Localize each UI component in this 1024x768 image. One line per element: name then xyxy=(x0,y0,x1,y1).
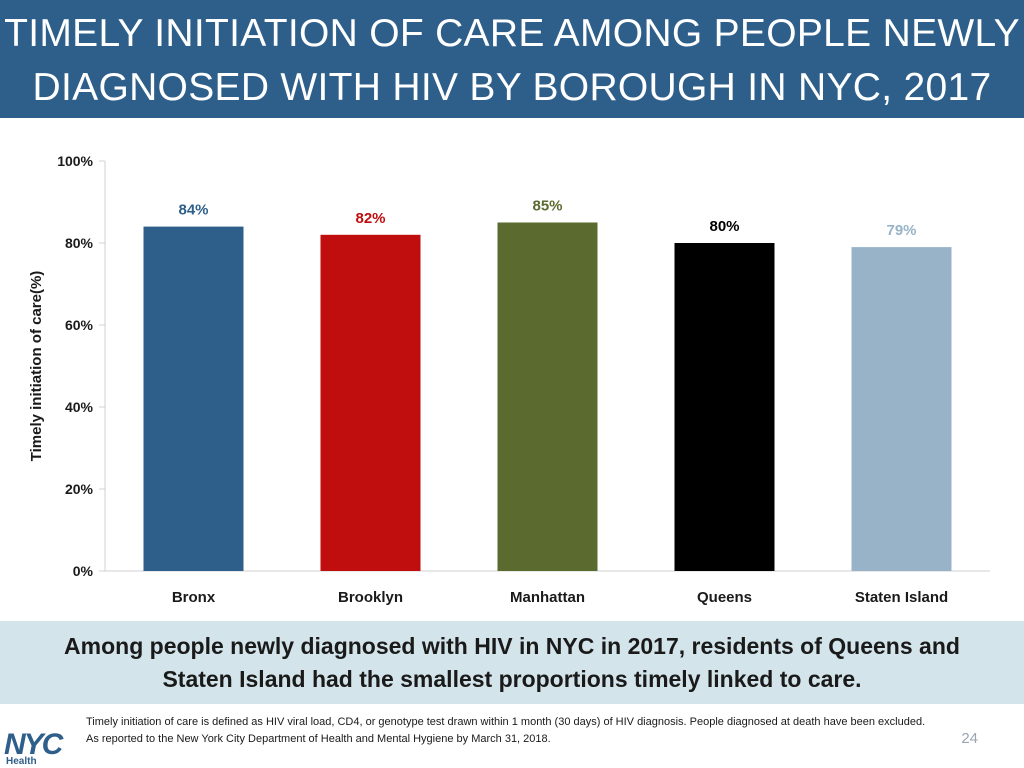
data-label: 85% xyxy=(532,198,562,215)
y-tick-label: 0% xyxy=(73,563,94,579)
y-axis-title: Timely initiation of care(%) xyxy=(28,271,45,462)
bar-brooklyn xyxy=(320,234,421,572)
logo-subtext: Health xyxy=(6,756,37,767)
y-tick-label: 20% xyxy=(65,481,94,497)
footnote-source: As reported to the New York City Departm… xyxy=(86,733,551,745)
y-tick-label: 60% xyxy=(65,317,94,333)
y-tick-label: 100% xyxy=(57,153,93,169)
bar-manhattan xyxy=(497,222,598,571)
logo-text: NYC xyxy=(4,728,63,761)
data-label: 82% xyxy=(355,210,385,227)
nyc-health-logo: NYC Health xyxy=(4,730,74,768)
bar-queens xyxy=(674,243,775,571)
footnotes: Timely initiation of care is defined as … xyxy=(86,714,925,748)
title-line-2: DIAGNOSED WITH HIV BY BOROUGH IN NYC, 20… xyxy=(32,66,992,109)
bar-bronx xyxy=(143,226,244,571)
bar-chart: 0% 20% 40% 60% 80% 100% Timely initiation of c… xyxy=(28,153,990,606)
summary-line-1: Among people newly diagnosed with HIV in… xyxy=(64,632,960,659)
title-line-1: TIMELY INITIATION OF CARE AMONG PEOPLE N… xyxy=(4,12,1020,55)
data-label: 84% xyxy=(178,202,208,219)
x-tick-label: Brooklyn xyxy=(338,589,403,606)
x-tick-label: Queens xyxy=(697,589,752,606)
x-tick-label: Bronx xyxy=(172,589,216,606)
footnote-definition: Timely initiation of care is defined as … xyxy=(86,716,926,728)
page-number: 24 xyxy=(961,730,978,747)
x-tick-label: Manhattan xyxy=(510,589,585,606)
summary-line-2: Staten Island had the smallest proportio… xyxy=(162,665,862,692)
y-tick-label: 80% xyxy=(65,235,94,251)
data-label: 80% xyxy=(709,218,739,235)
y-tick-label: 40% xyxy=(65,399,94,415)
summary-box: Among people newly diagnosed with HIV in… xyxy=(0,621,1024,704)
bar-staten-island xyxy=(851,247,952,571)
data-label: 79% xyxy=(886,222,916,239)
x-tick-label: Staten Island xyxy=(855,589,948,606)
title-bar: TIMELY INITIATION OF CARE AMONG PEOPLE N… xyxy=(0,0,1024,118)
